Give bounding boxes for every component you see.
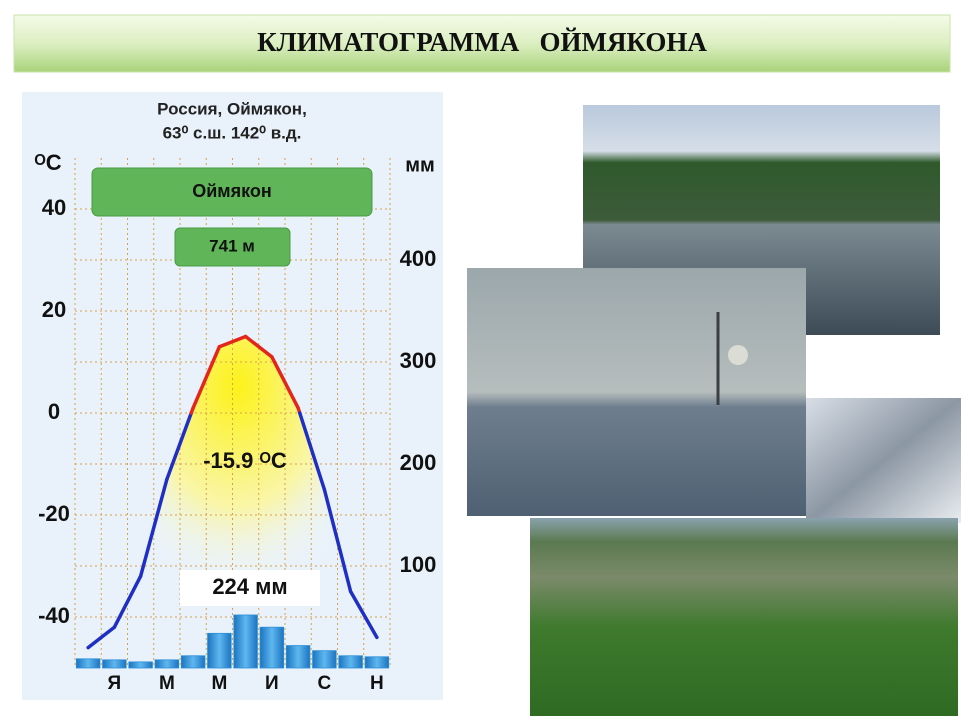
warm-shading (144, 336, 331, 588)
temp-line-segment (298, 411, 327, 492)
station-box (91, 167, 373, 217)
precip-bar (154, 659, 180, 669)
photo-fog (467, 268, 806, 516)
temp-line-segment (322, 487, 353, 594)
y-tick-label: -20 (38, 501, 70, 526)
chart-subtitle: 63⁰ с.ш. 142⁰ в.д. (163, 123, 302, 142)
y2-tick-label: 400 (400, 246, 437, 271)
precip-bar (102, 659, 127, 669)
y-axis-unit: ᴼC (34, 150, 61, 175)
x-tick-label: Н (370, 673, 384, 694)
x-tick-label: М (211, 673, 227, 694)
photo-aerial (530, 518, 958, 716)
chart-title: Россия, Оймякон, (157, 99, 307, 118)
temp-line-segment (348, 589, 379, 640)
precip-bar (233, 614, 258, 669)
x-tick-label: И (265, 673, 279, 694)
annotation-box (180, 570, 320, 606)
y-tick-label: 0 (48, 399, 60, 424)
photo-sky (806, 398, 961, 523)
y2-tick-label: 200 (400, 450, 437, 475)
temp-line-segment (243, 334, 274, 359)
precip-bar (312, 650, 337, 669)
temp-line-segment (112, 574, 143, 629)
y-tick-label: 40 (42, 195, 66, 220)
precip-bar (128, 661, 153, 669)
elevation: 741 м (209, 236, 255, 255)
precip-bar (207, 632, 232, 669)
annotation: -15.9 ᴼC (203, 448, 287, 473)
temp-line-segment (191, 344, 222, 410)
y2-axis-unit: мм (405, 154, 435, 176)
precip-bar (75, 658, 101, 669)
precip-bar (364, 656, 390, 669)
photo-sun (728, 345, 748, 365)
y-tick-label: -40 (38, 603, 70, 628)
temp-line-segment (270, 355, 300, 410)
elevation-box (174, 227, 291, 267)
station-name: Оймякон (192, 181, 272, 201)
annotation: 224 мм (212, 574, 287, 599)
precip-bar (338, 655, 363, 669)
x-tick-label: М (159, 673, 175, 694)
y2-tick-label: 100 (400, 552, 437, 577)
title-banner (13, 14, 951, 73)
y-tick-label: 20 (42, 297, 66, 322)
temp-line-segment (86, 625, 117, 650)
slide-title: КЛИМАТОГРАММА ОЙМЯКОНА (257, 27, 707, 57)
y2-tick-label: 300 (400, 348, 437, 373)
temp-line-segment (165, 411, 193, 482)
x-tick-label: С (318, 673, 332, 694)
temp-line-segment (138, 477, 169, 578)
precip-bar (259, 626, 285, 669)
temp-line-segment (217, 334, 248, 349)
x-tick-label: Я (108, 673, 122, 694)
precip-bar (285, 645, 311, 669)
precip-bar (180, 655, 206, 669)
